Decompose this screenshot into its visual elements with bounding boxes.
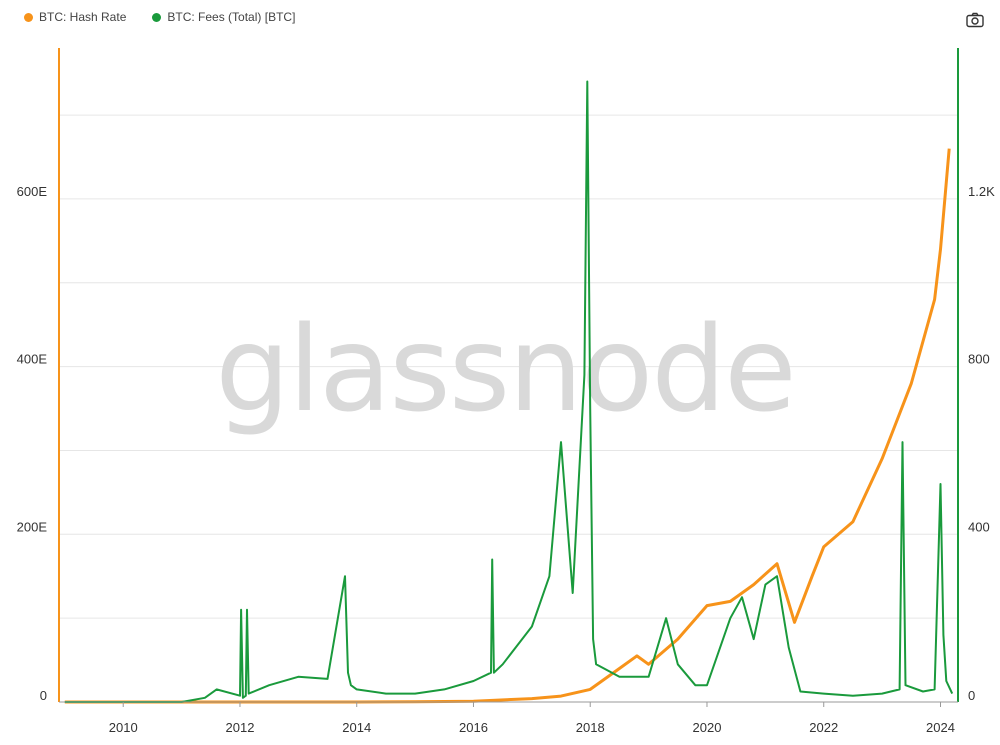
- legend-item-hash-rate[interactable]: BTC: Hash Rate: [24, 10, 126, 24]
- y-left-tick-label: 600E: [17, 184, 48, 199]
- series-line-fees[interactable]: [64, 80, 954, 703]
- y-left-tick-label: 0: [40, 688, 47, 703]
- camera-icon[interactable]: [966, 12, 984, 28]
- chart-legend: BTC: Hash Rate BTC: Fees (Total) [BTC]: [24, 10, 295, 24]
- watermark: glassnode: [215, 300, 794, 438]
- y-right-tick-label: 0: [968, 688, 975, 703]
- y-left-axis-ticks: 0 200E 400E 600E: [17, 184, 48, 703]
- chart-axes: [58, 48, 959, 703]
- y-right-axis-ticks: 0 400 800 1.2K: [968, 184, 995, 703]
- y-left-tick-label: 200E: [17, 519, 48, 534]
- y-left-tick-label: 400E: [17, 352, 48, 367]
- legend-dot-hash-rate: [24, 12, 33, 22]
- chart-grid: [59, 114, 958, 619]
- x-tick-label: 2020: [693, 720, 722, 735]
- x-tick-label: 2016: [459, 720, 488, 735]
- y-right-tick-label: 1.2K: [968, 184, 995, 199]
- y-right-tick-label: 800: [968, 352, 990, 367]
- x-tick-label: 2018: [576, 720, 605, 735]
- x-tick-label: 2012: [226, 720, 255, 735]
- legend-label-hash-rate: BTC: Hash Rate: [39, 10, 127, 24]
- y-right-tick-label: 400: [968, 519, 990, 534]
- legend-dot-fees: [152, 12, 162, 22]
- x-tick-label: 2010: [109, 720, 138, 735]
- x-tick-label: 2014: [342, 720, 371, 735]
- legend-item-fees[interactable]: BTC: Fees (Total) [BTC]: [152, 10, 295, 24]
- legend-label-fees: BTC: Fees (Total) [BTC]: [167, 10, 296, 24]
- x-tick-label: 2024: [926, 720, 955, 735]
- x-axis-ticks: 2010 2012 2014 2016 2018 2020 2022 2024: [109, 702, 955, 735]
- x-tick-label: 2022: [809, 720, 838, 735]
